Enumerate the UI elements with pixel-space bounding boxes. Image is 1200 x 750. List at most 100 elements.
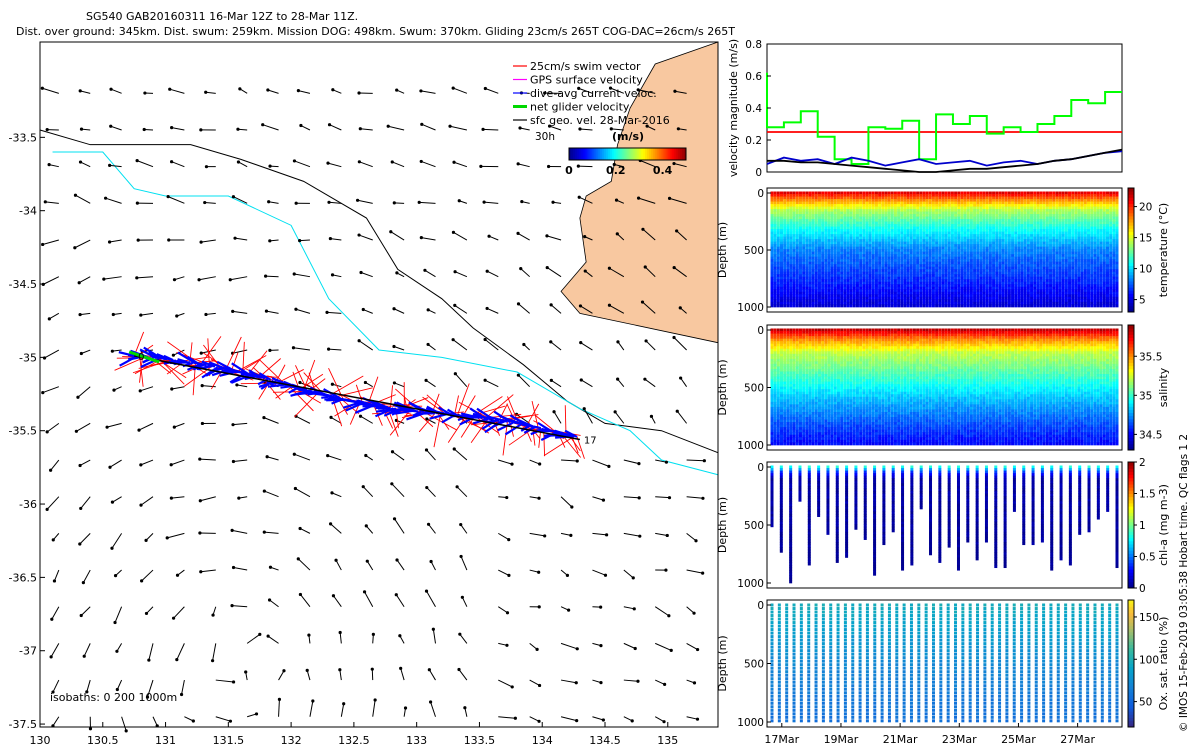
geo-vector-head	[692, 681, 697, 685]
dive-avg-current-vector	[486, 415, 508, 423]
profile-point	[833, 199, 837, 203]
geo-vector	[233, 459, 248, 462]
profile-point	[859, 249, 863, 253]
profile-point	[798, 266, 802, 270]
geo-vector-head	[338, 668, 342, 672]
geo-vector-head	[392, 307, 396, 311]
profile-point	[849, 269, 853, 273]
map-ytick-label: -35.5	[9, 425, 37, 438]
profile-point	[798, 246, 802, 250]
geo-vector	[426, 487, 436, 498]
profile-point	[805, 286, 809, 290]
profile-point	[846, 254, 850, 258]
geo-vector-head	[386, 124, 390, 128]
profile-point	[783, 249, 787, 253]
net-glider-velocity-vector	[128, 350, 160, 364]
profile-point	[843, 294, 847, 298]
profile-point	[824, 216, 828, 220]
profile-point	[855, 234, 859, 238]
map-xtick-label: 134	[532, 734, 553, 747]
geo-vector	[676, 230, 687, 241]
profile-point	[802, 271, 806, 275]
geo-vector	[592, 569, 606, 576]
profile-point	[814, 236, 818, 240]
geo-vector-head	[85, 690, 89, 694]
profile-point	[821, 204, 825, 208]
geo-vector-head	[330, 382, 334, 386]
profile-point	[773, 206, 777, 210]
geo-vector-head	[537, 605, 541, 609]
profile-point	[773, 199, 777, 203]
geo-vector-head	[298, 592, 303, 597]
profile-point	[824, 211, 828, 215]
profile-point	[843, 301, 847, 305]
profile-point	[852, 239, 856, 243]
geo-vector	[498, 606, 508, 614]
profile-point	[808, 224, 812, 228]
profile-point	[808, 271, 812, 275]
geo-vector-head	[51, 538, 55, 542]
map-xtick-label: 131.5	[213, 734, 245, 747]
map-ytick-label: -34.5	[9, 278, 37, 291]
profile-point	[849, 274, 853, 278]
profile-point	[830, 211, 834, 215]
geo-vector-head	[328, 522, 333, 526]
geo-vector-head	[228, 719, 233, 723]
profile-point	[783, 194, 787, 198]
profile-point	[783, 269, 787, 273]
profile-point	[814, 264, 818, 268]
geo-vector-head	[612, 162, 616, 167]
profile-point	[786, 301, 790, 305]
geo-vector-head	[298, 526, 302, 531]
geo-vector-head	[417, 200, 421, 204]
profile-point	[770, 269, 774, 273]
profile-point	[811, 271, 815, 275]
profile-point	[821, 291, 825, 295]
profile-point	[805, 249, 809, 253]
geo-vector	[112, 496, 122, 503]
profile-point	[773, 286, 777, 290]
profile-point	[789, 289, 793, 293]
geo-vector-head	[355, 198, 360, 202]
profile-point	[830, 191, 834, 195]
geo-vector	[461, 597, 468, 607]
geo-vector	[359, 161, 373, 168]
profile-point	[783, 216, 787, 220]
profile-point	[811, 201, 815, 205]
velocity-ylabel: velocity magnitude (m/s)	[727, 39, 740, 177]
geo-vector	[453, 87, 468, 94]
geo-vector	[121, 716, 127, 732]
profile-point	[811, 281, 815, 285]
swim-vector	[231, 352, 239, 371]
profile-point	[846, 224, 850, 228]
dive-avg-current-vector	[504, 423, 522, 436]
profile-point	[773, 236, 777, 240]
geo-vector-head	[292, 452, 296, 456]
geo-vector-head	[198, 531, 202, 535]
geo-vector-head	[326, 161, 330, 165]
profile-point	[827, 251, 831, 255]
geo-vector	[640, 160, 656, 168]
geo-vector-head	[576, 164, 580, 168]
profile-point	[827, 276, 831, 280]
profile-point	[811, 284, 815, 288]
profile-point	[802, 209, 806, 213]
profile-point	[833, 271, 837, 275]
geo-vector	[372, 699, 376, 717]
geo-vector-head	[398, 634, 402, 638]
swim-vector	[418, 412, 436, 433]
profile-point	[776, 279, 780, 283]
profile-point	[840, 281, 844, 285]
profile-point	[789, 224, 793, 228]
geo-vector-head	[142, 127, 146, 132]
geo-vector-head	[228, 278, 232, 282]
geo-vector-head	[109, 124, 113, 128]
profile-point	[836, 204, 840, 208]
profile-point	[811, 264, 815, 268]
profile-point	[836, 274, 840, 278]
profile-point	[776, 266, 780, 270]
geo-vector-head	[175, 573, 180, 577]
profile-point	[773, 304, 777, 308]
profile-point	[795, 264, 799, 268]
profile-point	[792, 201, 796, 205]
